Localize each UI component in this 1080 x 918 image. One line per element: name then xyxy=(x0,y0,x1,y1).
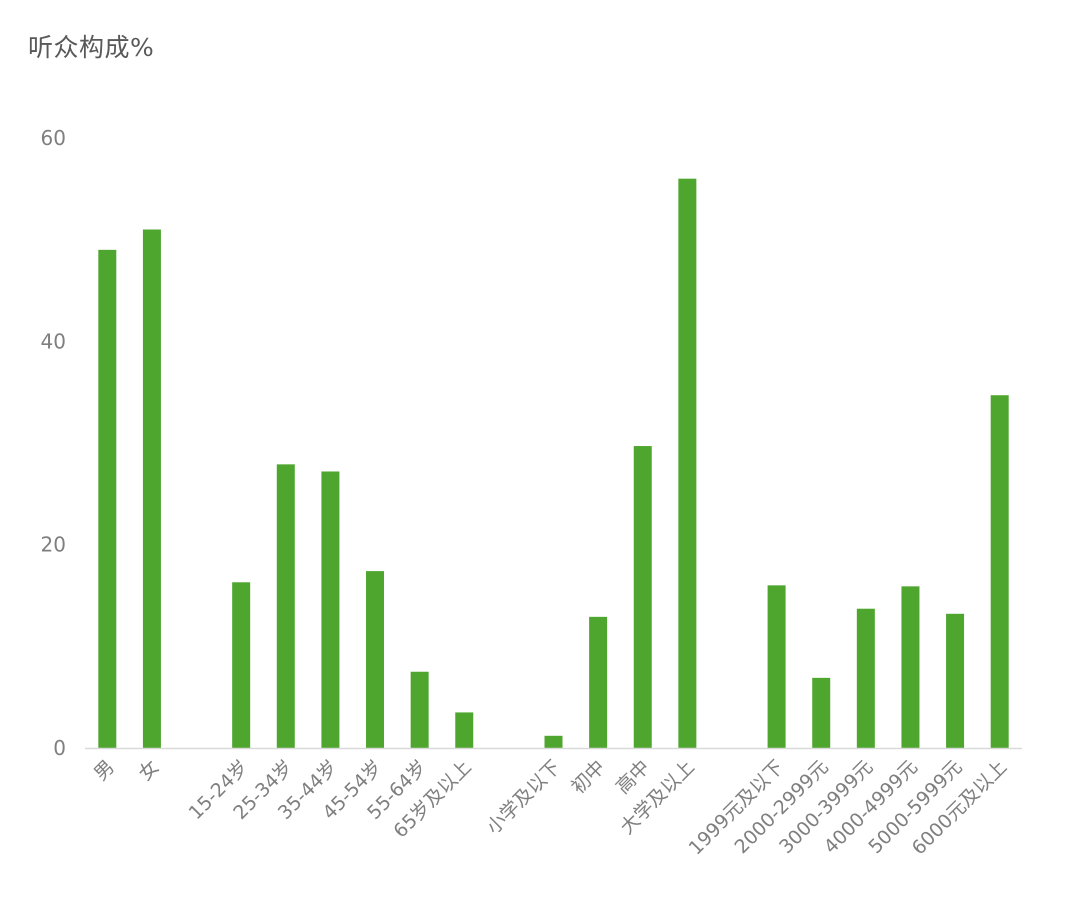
y-axis-ticks: 0 20 40 60 xyxy=(41,126,66,760)
bar xyxy=(98,249,117,749)
bar xyxy=(901,586,920,748)
bar xyxy=(946,613,965,748)
bar xyxy=(321,471,340,748)
y-tick-label: 40 xyxy=(41,329,66,353)
bar xyxy=(455,712,474,748)
bar xyxy=(767,585,786,748)
x-axis-labels: 男女 15-24岁25-34岁35-44岁45-54岁55-64岁65岁及以上 小学… xyxy=(90,756,1011,859)
chart-title: 听众构成% xyxy=(28,33,155,62)
bar xyxy=(232,582,251,748)
bar xyxy=(410,671,429,748)
bar xyxy=(544,735,563,748)
y-tick-label: 60 xyxy=(41,126,66,150)
x-tick-label: 男 xyxy=(90,756,119,785)
bar xyxy=(812,677,831,748)
bars-group xyxy=(98,178,1009,749)
bar xyxy=(589,616,608,748)
bar xyxy=(856,608,875,748)
y-tick-label: 20 xyxy=(41,533,66,557)
bar xyxy=(990,395,1009,748)
x-tick-label: 初中 xyxy=(567,756,609,798)
bar xyxy=(366,571,385,748)
bar xyxy=(678,178,697,748)
y-tick-label: 0 xyxy=(53,736,66,760)
bar xyxy=(142,229,161,748)
x-tick-label: 女 xyxy=(134,756,163,785)
bar xyxy=(276,464,295,748)
x-tick-label: 小学及以下 xyxy=(482,756,565,839)
bar xyxy=(633,446,652,748)
